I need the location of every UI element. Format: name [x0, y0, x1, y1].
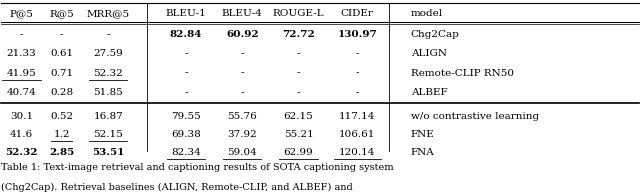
Text: -: -	[241, 69, 244, 78]
Text: 120.14: 120.14	[339, 148, 376, 157]
Text: -: -	[184, 69, 188, 78]
Text: 0.61: 0.61	[50, 49, 73, 58]
Text: Chg2Cap: Chg2Cap	[411, 30, 460, 39]
Text: 41.6: 41.6	[10, 130, 33, 139]
Text: 69.38: 69.38	[172, 130, 201, 139]
Text: 27.59: 27.59	[93, 49, 123, 58]
Text: 21.33: 21.33	[6, 49, 36, 58]
Text: Remote-CLIP RN50: Remote-CLIP RN50	[411, 69, 514, 78]
Text: 62.15: 62.15	[284, 112, 314, 121]
Text: -: -	[241, 88, 244, 97]
Text: w/o contrastive learning: w/o contrastive learning	[411, 112, 539, 121]
Text: 0.52: 0.52	[50, 112, 73, 121]
Text: FNE: FNE	[411, 130, 435, 139]
Text: 60.92: 60.92	[226, 30, 259, 39]
Text: 106.61: 106.61	[339, 130, 376, 139]
Text: -: -	[355, 69, 359, 78]
Text: 62.99: 62.99	[284, 148, 314, 157]
Text: R@5: R@5	[49, 9, 74, 18]
Text: (Chg2Cap). Retrieval baselines (ALIGN, Remote-CLIP, and ALBEF) and: (Chg2Cap). Retrieval baselines (ALIGN, R…	[1, 183, 353, 192]
Text: -: -	[297, 49, 300, 58]
Text: 79.55: 79.55	[172, 112, 201, 121]
Text: -: -	[241, 49, 244, 58]
Text: -: -	[60, 30, 63, 39]
Text: BLEU-4: BLEU-4	[222, 9, 262, 18]
Text: 72.72: 72.72	[282, 30, 315, 39]
Text: -: -	[297, 69, 300, 78]
Text: -: -	[184, 49, 188, 58]
Text: 55.76: 55.76	[227, 112, 257, 121]
Text: 0.28: 0.28	[50, 88, 73, 97]
Text: ALBEF: ALBEF	[411, 88, 447, 97]
Text: model: model	[411, 9, 443, 18]
Text: ALIGN: ALIGN	[411, 49, 447, 58]
Text: 82.34: 82.34	[172, 148, 201, 157]
Text: BLEU-1: BLEU-1	[166, 9, 207, 18]
Text: -: -	[297, 88, 300, 97]
Text: CIDEr: CIDEr	[340, 9, 374, 18]
Text: 1.2: 1.2	[54, 130, 70, 139]
Text: -: -	[355, 88, 359, 97]
Text: 41.95: 41.95	[6, 69, 36, 78]
Text: 51.85: 51.85	[93, 88, 123, 97]
Text: 117.14: 117.14	[339, 112, 376, 121]
Text: FNA: FNA	[411, 148, 435, 157]
Text: -: -	[20, 30, 23, 39]
Text: 30.1: 30.1	[10, 112, 33, 121]
Text: 130.97: 130.97	[337, 30, 377, 39]
Text: 52.32: 52.32	[5, 148, 38, 157]
Text: 82.84: 82.84	[170, 30, 202, 39]
Text: 52.15: 52.15	[93, 130, 123, 139]
Text: 55.21: 55.21	[284, 130, 314, 139]
Text: 37.92: 37.92	[227, 130, 257, 139]
Text: -: -	[184, 88, 188, 97]
Text: 59.04: 59.04	[227, 148, 257, 157]
Text: ROUGE-L: ROUGE-L	[273, 9, 324, 18]
Text: -: -	[355, 49, 359, 58]
Text: 52.32: 52.32	[93, 69, 123, 78]
Text: 53.51: 53.51	[92, 148, 125, 157]
Text: P@5: P@5	[10, 9, 33, 18]
Text: 40.74: 40.74	[6, 88, 36, 97]
Text: Table 1: Text-image retrieval and captioning results of SOTA captioning system: Table 1: Text-image retrieval and captio…	[1, 163, 394, 172]
Text: 16.87: 16.87	[93, 112, 123, 121]
Text: -: -	[106, 30, 110, 39]
Text: MRR@5: MRR@5	[87, 9, 130, 18]
Text: 2.85: 2.85	[49, 148, 74, 157]
Text: 0.71: 0.71	[50, 69, 73, 78]
